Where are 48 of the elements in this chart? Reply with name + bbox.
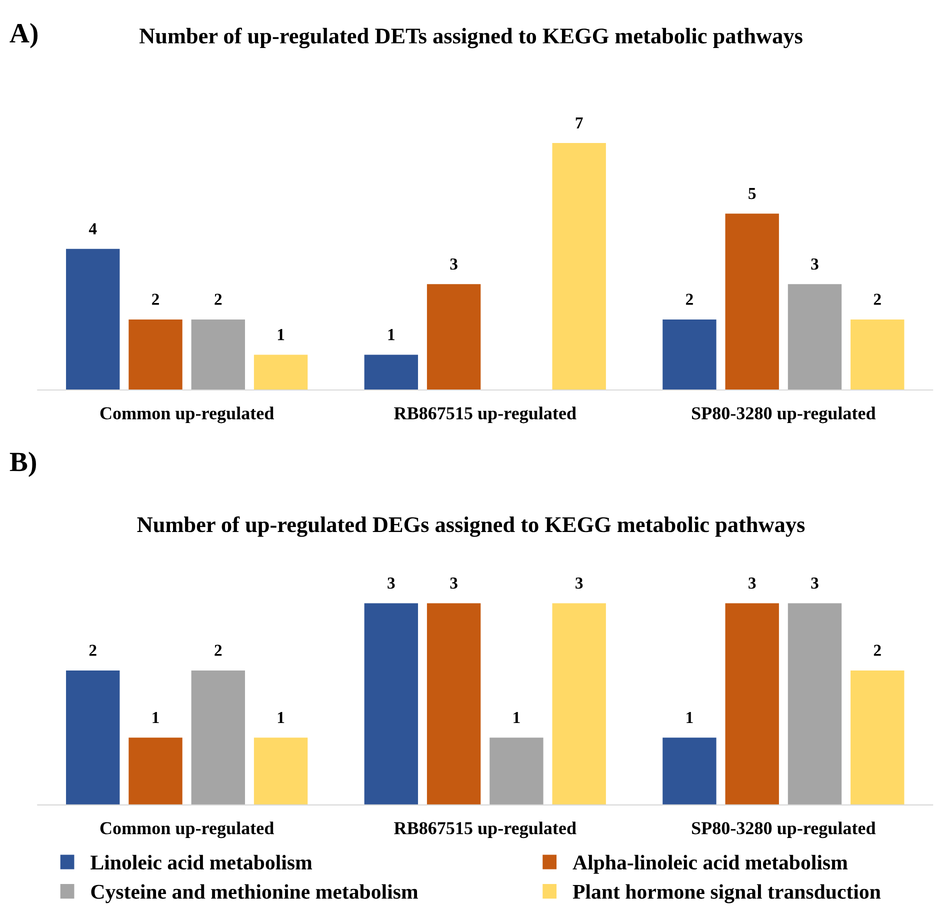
data-label: 3 — [576, 578, 583, 589]
data-label: 3 — [388, 578, 395, 589]
chart-title: Number of up-regulated DEGs assigned to KEGG metabolic pathways — [137, 516, 805, 537]
bar — [788, 284, 842, 390]
data-label: 7 — [576, 117, 583, 128]
data-label: 3 — [450, 258, 458, 270]
bar — [850, 319, 904, 390]
bar — [191, 319, 245, 390]
bar — [426, 284, 481, 390]
bar — [552, 143, 606, 390]
data-label: 2 — [89, 644, 96, 656]
data-label: 4 — [88, 223, 97, 234]
legend-label: Plant hormone signal transduction — [572, 884, 881, 904]
data-label: 3 — [811, 578, 818, 589]
data-label: 2 — [686, 294, 693, 305]
data-label: 2 — [874, 294, 881, 305]
data-label: 2 — [152, 294, 159, 305]
data-label: 1 — [278, 712, 284, 724]
data-label: 2 — [214, 644, 222, 656]
bar — [66, 248, 120, 390]
bar — [364, 354, 418, 390]
legend-label: Linoleic acid metabolism — [90, 854, 312, 870]
data-label: 3 — [450, 578, 458, 589]
data-label: 3 — [811, 258, 818, 270]
data-label: 5 — [748, 188, 756, 200]
bar — [254, 354, 308, 390]
text: B) — [10, 452, 36, 477]
x-tick-label: SP80-3280 up-regulated — [692, 822, 876, 838]
x-tick-label: RB867515 up-regulated — [394, 406, 576, 424]
x-tick-label: Common up-regulated — [100, 822, 274, 838]
bar — [725, 214, 779, 390]
data-label: 1 — [388, 329, 394, 340]
data-label: 1 — [514, 712, 520, 724]
legend-label: Alpha-linoleic acid metabolism — [572, 854, 848, 874]
data-label: 1 — [686, 712, 693, 724]
text: A) — [10, 23, 38, 48]
bar — [662, 319, 716, 390]
x-tick-label: SP80-3280 up-regulated — [692, 406, 876, 424]
data-label: 1 — [152, 712, 159, 724]
data-label: 2 — [214, 294, 222, 305]
chart-title: Number of up-regulated DETs assigned to KEGG metabolic pathways — [139, 28, 802, 48]
bar — [128, 319, 182, 390]
data-label: 2 — [874, 644, 881, 656]
x-tick-label: Common up-regulated — [100, 406, 274, 424]
legend-label: Cysteine and methionine metabolism — [91, 884, 418, 904]
x-tick-label: RB867515 up-regulated — [394, 822, 576, 838]
data-label: 3 — [748, 578, 756, 589]
data-label: 1 — [278, 329, 284, 340]
